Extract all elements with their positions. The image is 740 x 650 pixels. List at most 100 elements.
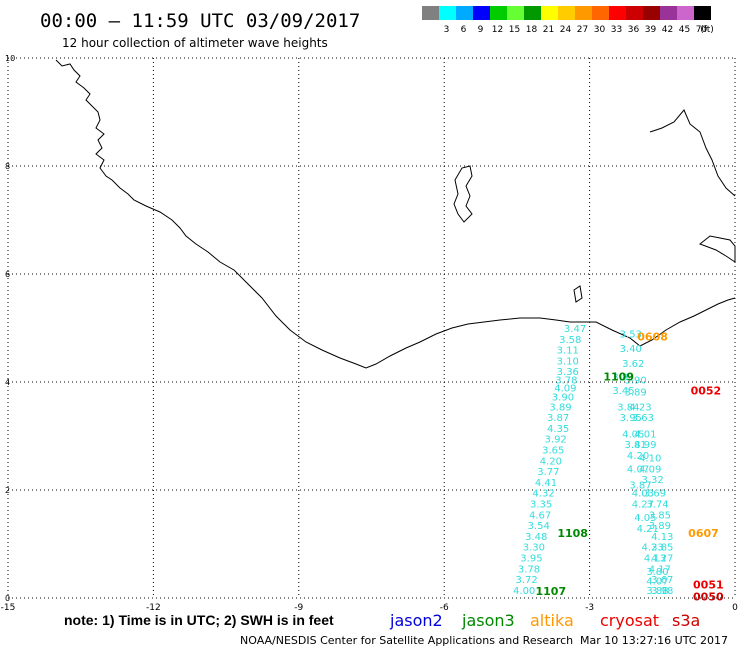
swh-value: 3.67 <box>651 575 673 586</box>
swh-value: 3.53 <box>620 329 642 340</box>
pass-label: 1107 <box>536 585 567 598</box>
swh-value: 3.89 <box>625 388 647 399</box>
coastline-northeast <box>649 109 736 197</box>
scale-label: 42 <box>662 25 673 35</box>
swh-value: 3.63 <box>632 413 654 424</box>
swh-value: 4.27 <box>632 500 654 511</box>
coastline-main <box>55 59 736 369</box>
swh-value: 3.90 <box>625 375 647 386</box>
legend-altika: altika <box>530 611 574 630</box>
swh-value: 4.09 <box>554 383 576 394</box>
legend-cryosat: cryosat <box>600 611 659 630</box>
swh-value: 3.58 <box>559 335 581 346</box>
map-subtitle: 12 hour collection of altimeter wave hei… <box>62 36 328 50</box>
timestamp: Mar 10 13:27:16 UTC 2017 <box>580 634 728 647</box>
swh-value: 4.17 <box>649 564 671 575</box>
x-tick-label: -9 <box>294 603 303 613</box>
y-tick-label: 10 <box>5 54 15 63</box>
scale-swatch <box>490 6 507 20</box>
swh-value: 4.13 <box>651 532 673 543</box>
swh-value: 4.20 <box>540 456 562 467</box>
swh-values: 3.473.583.113.103.363.784.093.903.893.87… <box>513 324 673 597</box>
swh-value: 3.40 <box>620 344 642 355</box>
swh-value: 4.07 <box>627 464 649 475</box>
swh-value: 3.65 <box>542 446 564 457</box>
swh-value: 3.98 <box>651 586 673 597</box>
swh-value: 3.81 <box>625 440 647 451</box>
scale-label: 21 <box>543 25 554 35</box>
swh-value: 3.95 <box>520 554 542 565</box>
swh-value: 3.85 <box>651 543 673 554</box>
swh-value: 3.85 <box>649 510 671 521</box>
island-north <box>453 165 473 223</box>
scale-label: 39 <box>645 25 657 35</box>
swh-value: 3.30 <box>523 543 545 554</box>
scale-swatch <box>592 6 609 20</box>
swh-value: 3.48 <box>525 532 547 543</box>
swh-value: 4.20 <box>627 451 649 462</box>
mission-legend: jason2 jason3 altika cryosat s3a <box>389 611 700 630</box>
swh-value: 4.07 <box>646 577 668 588</box>
swh-value: 3.47 <box>564 324 586 335</box>
swh-value: 4.41 <box>535 478 557 489</box>
swh-value: 3.78 <box>555 375 577 386</box>
plot-area: 3.473.583.113.103.363.784.093.903.893.87… <box>1 54 738 613</box>
swh-value: 4.05 <box>622 429 644 440</box>
pass-label: 0052 <box>691 385 722 398</box>
scale-swatch <box>626 6 643 20</box>
y-tick-label: 0 <box>5 594 10 603</box>
axis-ticks: -15 -12 -9 -6 -3 0 0 2 4 6 8 10 <box>1 54 738 613</box>
wave-height-color-scale: 3 6 9 12 15 18 21 24 27 30 33 36 39 42 45 70(ft) <box>422 6 714 35</box>
swh-value: 4.01 <box>634 429 656 440</box>
swh-value: 3.95 <box>620 413 642 424</box>
scale-swatch <box>609 6 626 20</box>
swh-value: 3.80 <box>646 567 668 578</box>
swh-value: 3.89 <box>549 402 571 413</box>
scale-swatch <box>541 6 558 20</box>
scale-label: 15 <box>509 25 520 35</box>
scale-swatch <box>524 6 541 20</box>
swh-value: 3.11 <box>557 346 579 357</box>
x-tick-label: -12 <box>146 603 161 613</box>
swh-value: 3.45 <box>612 386 634 397</box>
swh-value: 3.84 <box>617 402 639 413</box>
swh-value: 3.32 <box>641 475 663 486</box>
swh-value: 3.35 <box>530 500 552 511</box>
y-tick-label: 4 <box>5 378 10 387</box>
scale-swatch <box>439 6 456 20</box>
islet-mid <box>573 285 583 303</box>
swh-value: 3.78 <box>518 564 540 575</box>
scale-label: 9 <box>478 25 484 35</box>
scale-swatch <box>694 6 711 20</box>
scale-swatch <box>558 6 575 20</box>
swh-value: 3.90 <box>552 393 574 404</box>
pass-label: 0051 <box>693 579 724 592</box>
scale-label: 33 <box>611 25 622 35</box>
swh-value: 4.27 <box>651 554 673 565</box>
swh-value: 4.10 <box>639 454 661 465</box>
pass-label: 0608 <box>637 331 668 344</box>
legend-jason3: jason3 <box>461 611 515 630</box>
swh-value: 3.54 <box>528 521 550 532</box>
scale-swatch <box>422 6 439 20</box>
scale-label: 70 <box>696 25 708 35</box>
scale-label: 6 <box>461 25 467 35</box>
swh-value: 3.81 <box>612 373 634 384</box>
scale-swatch <box>575 6 592 20</box>
scale-label: 12 <box>492 25 503 35</box>
scale-swatch <box>473 6 490 20</box>
x-tick-label: -15 <box>1 603 16 613</box>
swh-value: 4.09 <box>639 464 661 475</box>
plot-frame <box>8 58 735 598</box>
scale-label: 45 <box>679 25 690 35</box>
footer-note: note: 1) Time is in UTC; 2) SWH is in fe… <box>64 612 334 628</box>
scale-label: 30 <box>594 25 606 35</box>
y-tick-label: 2 <box>5 486 10 495</box>
scale-swatch <box>660 6 677 20</box>
swh-value: 3.87 <box>547 413 569 424</box>
swh-value: 4.32 <box>532 489 554 500</box>
swh-value: 4.05 <box>634 513 656 524</box>
legend-s3a: s3a <box>672 611 700 630</box>
swh-value: 3.89 <box>649 521 671 532</box>
